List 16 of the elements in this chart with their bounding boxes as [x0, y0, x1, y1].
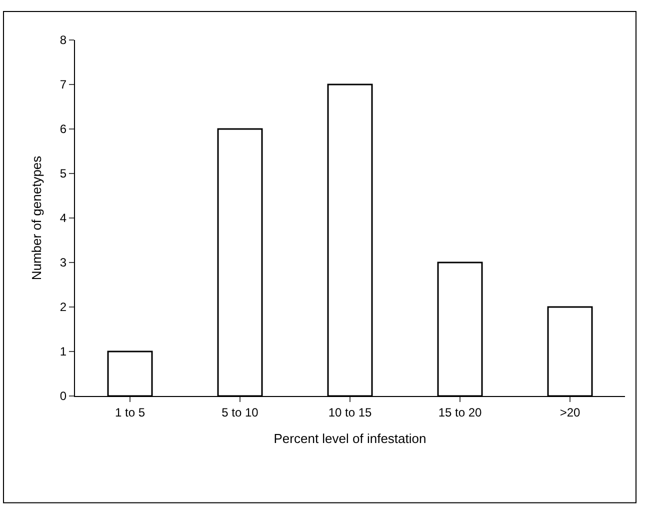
y-tick-label: 4	[60, 211, 67, 226]
x-tick-label: 1 to 5	[114, 405, 146, 420]
y-tick-label: 5	[60, 166, 67, 181]
y-axis-title: Number of genetypes	[28, 155, 44, 280]
y-tick-label: 7	[60, 78, 67, 92]
y-tick-label: 8	[60, 33, 67, 48]
y-tick-label: 0	[60, 389, 67, 404]
x-tick-label: 15 to 20	[438, 405, 482, 420]
y-tick-label: 2	[60, 300, 67, 314]
y-tick-label: 1	[60, 344, 67, 359]
x-tick-label: >20	[560, 405, 580, 420]
y-tick-label: 6	[60, 122, 67, 136]
x-tick-label: 10 to 15	[328, 405, 372, 420]
x-tick-label: 5 to 10	[222, 405, 259, 420]
y-tick-label: 3	[60, 256, 67, 270]
x-axis-title: Percent level of infestation	[274, 431, 426, 446]
